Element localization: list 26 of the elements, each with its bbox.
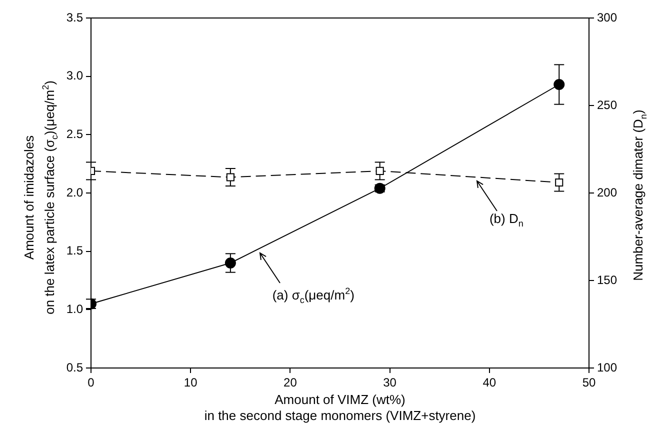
point (224, 258, 236, 268)
y-tick-label: 2.0 (66, 185, 84, 200)
y-tick-label: 0.5 (66, 360, 84, 374)
x-tick-label: 10 (184, 376, 198, 390)
y2-tick-label: 250 (597, 98, 618, 112)
x-axis-title: Amount of VIMZ (wt%) in the second stage monomers (VIMZ+styrene) (203, 392, 477, 424)
y2-tick-label: 100 (597, 360, 618, 374)
x-tick-label: 30 (383, 376, 397, 390)
y2-tick-label: 300 (597, 10, 618, 24)
annotation: (b) D$_{n}$ (489, 210, 524, 230)
point (226, 173, 234, 182)
point (376, 166, 384, 175)
x-tick-label: 40 (482, 376, 496, 390)
point (555, 178, 564, 187)
y-tick-label: 1.5 (66, 244, 84, 258)
y2-tick-label: 150 (597, 272, 618, 287)
y-tick-label: 1.0 (66, 302, 84, 316)
y2-tick-label: 200 (597, 185, 618, 200)
y-tick-label: 2.5 (66, 126, 84, 141)
annotation: (a) σ$_{c}$(μeq/m$^{2}$) (272, 285, 354, 307)
x-tick-label: 0 (88, 376, 95, 390)
y-tick-label: 3.0 (66, 68, 84, 83)
x-tick-label: 50 (582, 376, 596, 390)
y-tick-label: 3.5 (66, 10, 84, 24)
x-tick-label: 20 (284, 376, 298, 390)
point (554, 79, 565, 90)
